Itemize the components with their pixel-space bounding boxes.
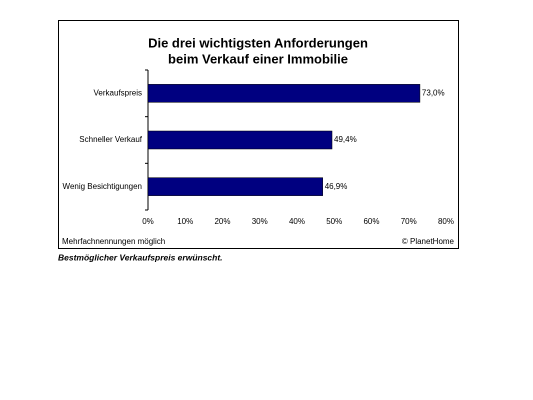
x-tick-label: 60% (363, 217, 379, 226)
value-label: 73,0% (422, 88, 445, 97)
y-tick-label: Verkaufspreis (94, 88, 142, 97)
value-label: 49,4% (334, 135, 357, 144)
bar (147, 177, 323, 196)
chart-title: beim Verkauf einer Immobilie (168, 51, 348, 66)
footnote: © PlanetHome (402, 237, 455, 246)
y-tick-label: Wenig Besichtigungen (63, 182, 142, 191)
y-tick-label: Schneller Verkauf (79, 135, 142, 144)
footnote: Mehrfachnennungen möglich (62, 237, 165, 246)
value-label: 46,9% (325, 182, 348, 191)
x-tick-label: 80% (438, 217, 454, 226)
bar (147, 84, 421, 103)
x-tick-label: 40% (289, 217, 305, 226)
x-tick-label: 50% (326, 217, 342, 226)
x-tick-label: 30% (252, 217, 268, 226)
chart-title: Die drei wichtigsten Anforderungen (148, 35, 368, 50)
bar (147, 130, 333, 150)
x-tick-label: 20% (214, 217, 230, 226)
caption: Bestmöglicher Verkaufspreis erwünscht. (58, 252, 223, 262)
x-tick-label: 10% (177, 217, 193, 226)
x-tick-label: 0% (142, 217, 154, 226)
x-tick-label: 70% (401, 217, 417, 226)
